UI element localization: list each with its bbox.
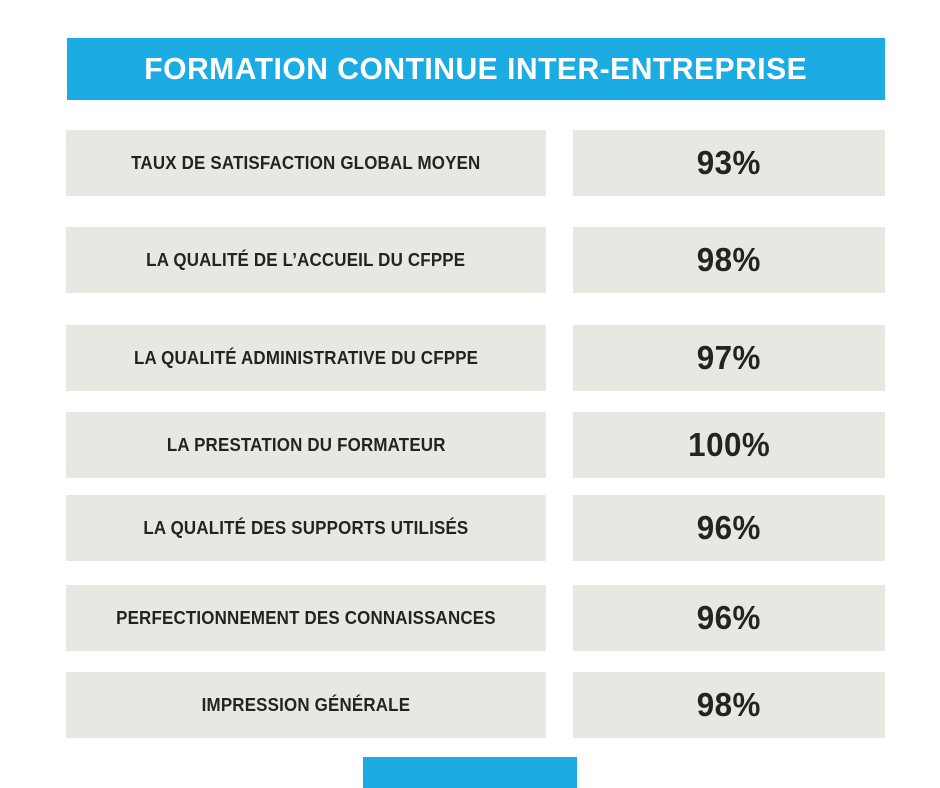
row-value: 98% (696, 241, 762, 278)
row-value: 96% (696, 599, 762, 636)
row-label: TAUX DE SATISFACTION GLOBAL MOYEN (131, 152, 481, 173)
row-label: LA PRESTATION DU FORMATEUR (166, 434, 446, 455)
row-label-box: TAUX DE SATISFACTION GLOBAL MOYEN (66, 130, 546, 196)
row-value-box: 93% (573, 130, 885, 196)
footer-accent-bar (363, 757, 577, 788)
row-value: 96% (696, 509, 762, 546)
row-label: LA QUALITÉ ADMINISTRATIVE DU CFPPE (133, 347, 479, 368)
row-value: 93% (696, 144, 762, 181)
row-value-box: 96% (573, 495, 885, 561)
row-value-box: 97% (573, 325, 885, 391)
row-label: LA QUALITÉ DE L’ACCUEIL DU CFPPE (146, 249, 466, 270)
row-label: PERFECTIONNEMENT DES CONNAISSANCES (116, 607, 496, 628)
row-value: 100% (687, 426, 771, 463)
row-value-box: 96% (573, 585, 885, 651)
header-banner: FORMATION CONTINUE INTER-ENTREPRISE (67, 38, 885, 100)
row-label-box: IMPRESSION GÉNÉRALE (66, 672, 546, 738)
row-value-box: 100% (573, 412, 885, 478)
row-label: LA QUALITÉ DES SUPPORTS UTILISÉS (143, 517, 469, 538)
row-label: IMPRESSION GÉNÉRALE (201, 694, 411, 715)
row-value: 98% (696, 686, 762, 723)
row-label-box: LA QUALITÉ ADMINISTRATIVE DU CFPPE (66, 325, 546, 391)
row-value-box: 98% (573, 227, 885, 293)
row-value: 97% (696, 339, 762, 376)
row-label-box: LA QUALITÉ DE L’ACCUEIL DU CFPPE (66, 227, 546, 293)
row-label-box: PERFECTIONNEMENT DES CONNAISSANCES (66, 585, 546, 651)
row-label-box: LA QUALITÉ DES SUPPORTS UTILISÉS (66, 495, 546, 561)
page-title: FORMATION CONTINUE INTER-ENTREPRISE (144, 51, 808, 86)
row-value-box: 98% (573, 672, 885, 738)
row-label-box: LA PRESTATION DU FORMATEUR (66, 412, 546, 478)
